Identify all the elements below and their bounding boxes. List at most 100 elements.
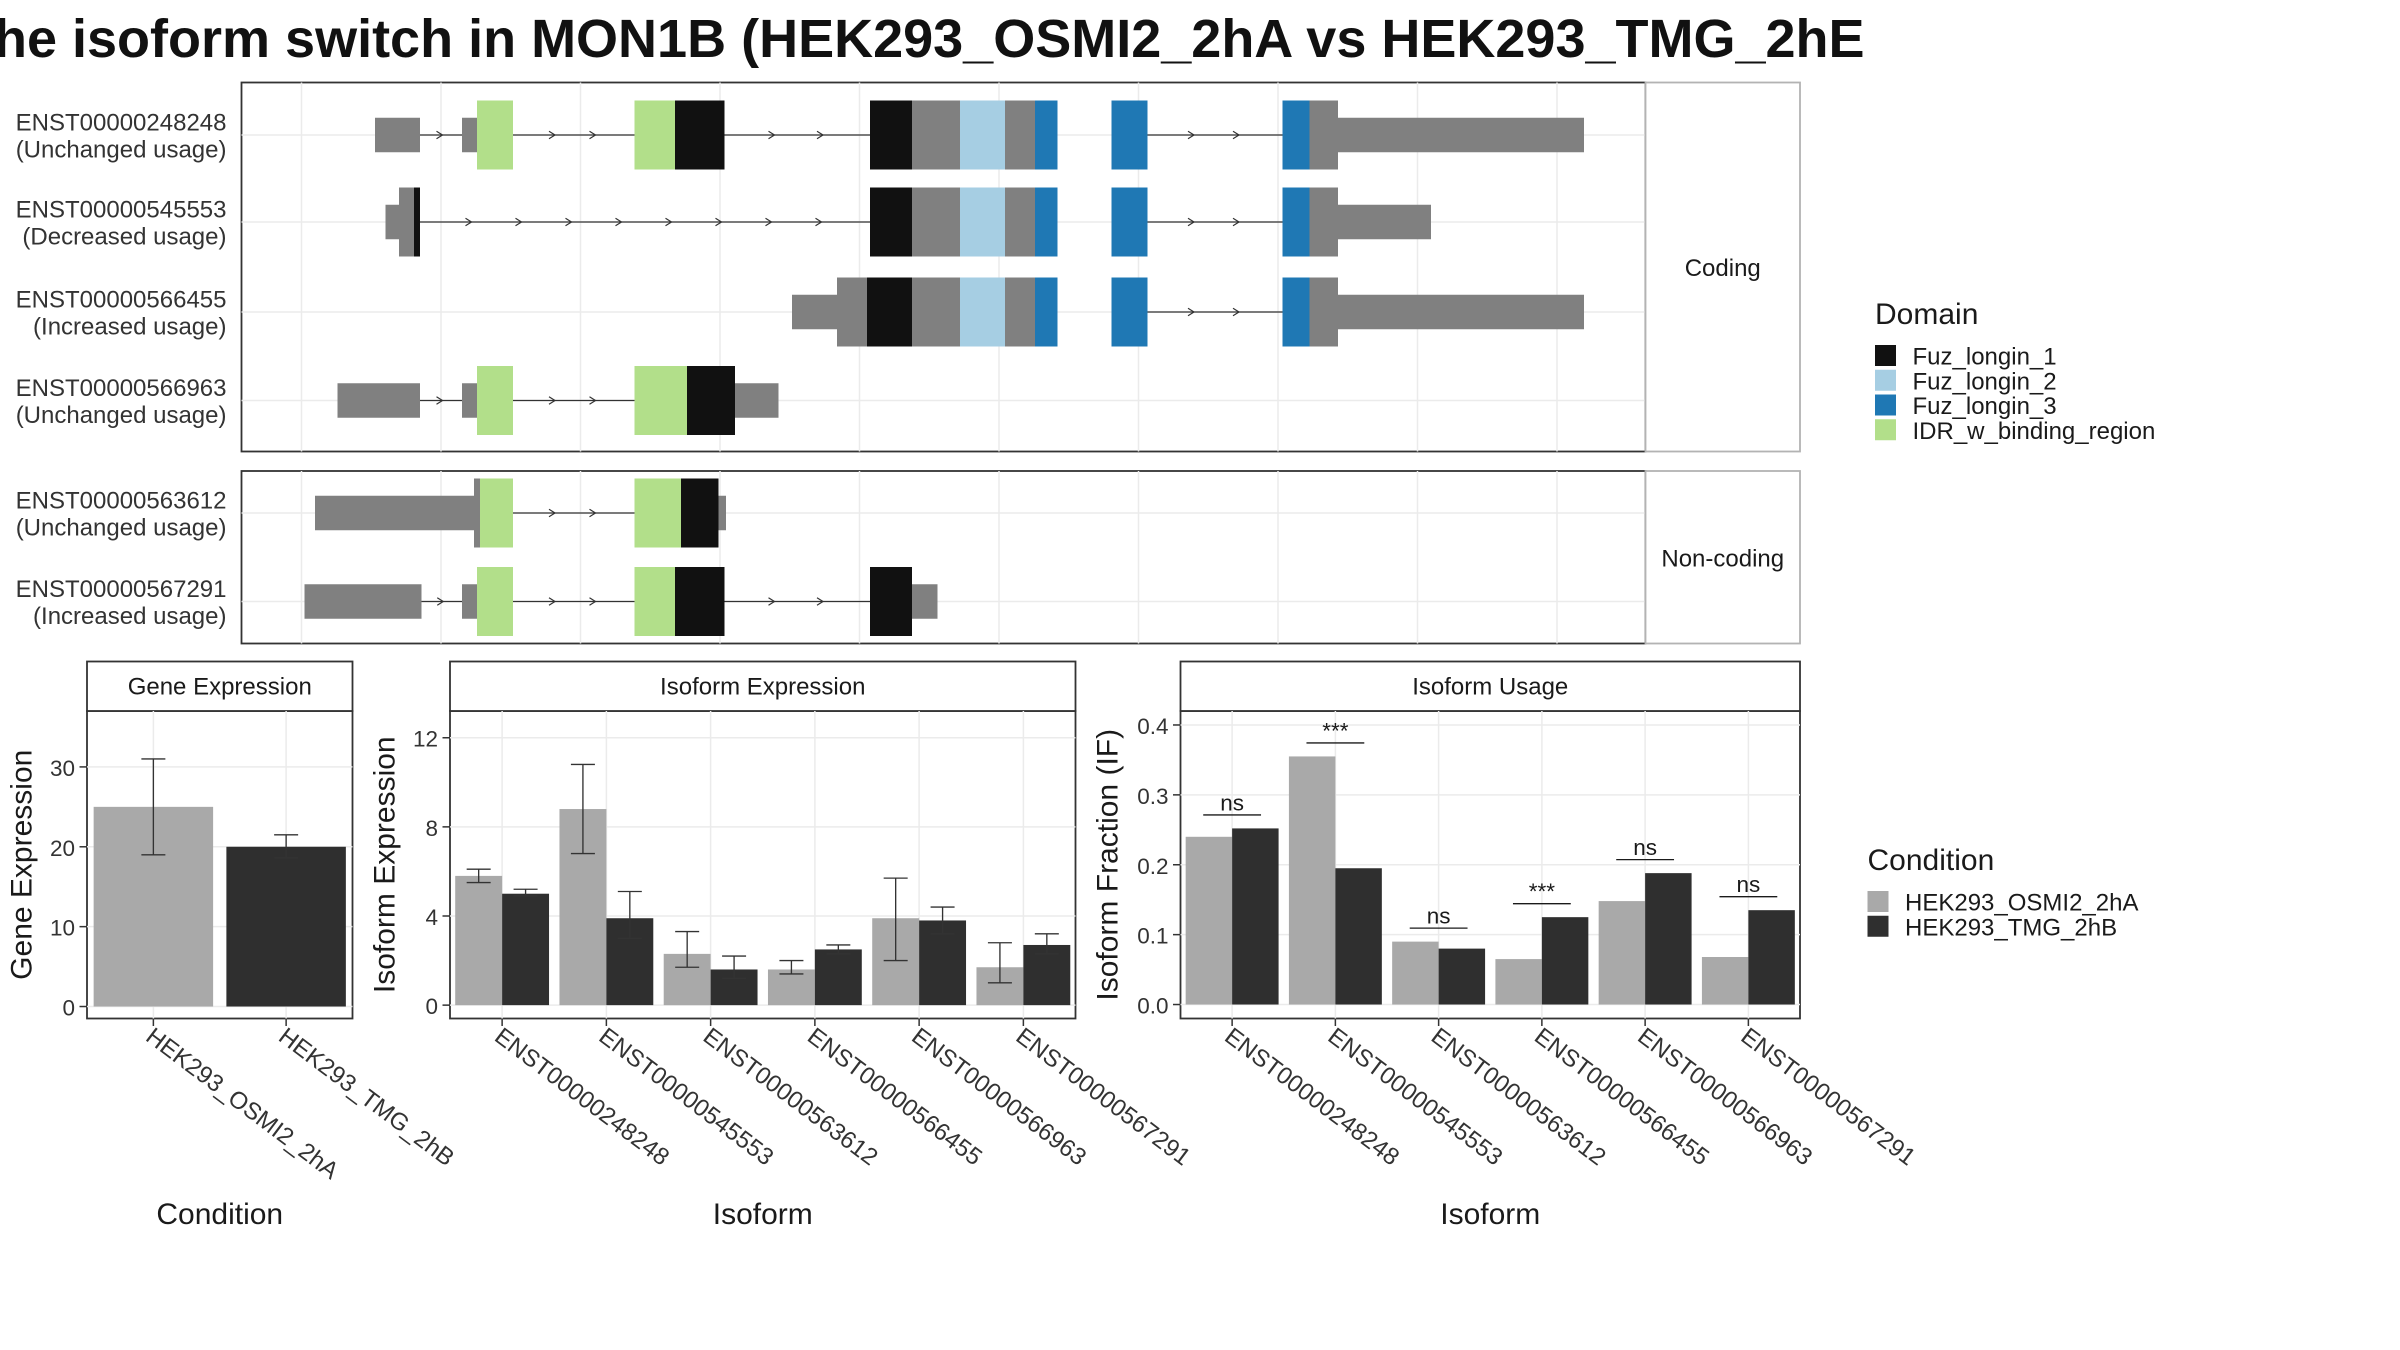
isoform-usage-x-axis-label: Isoform: [1440, 1198, 1540, 1231]
x-tick-label: ENST00000567291: [1736, 1023, 1921, 1171]
exon-cds: [1309, 187, 1338, 257]
isoform-id-label: ENST00000566455: [16, 287, 227, 314]
isoform-expression-x-axis-label: Isoform: [713, 1198, 813, 1231]
x-tick-label: ENST00000567291: [1011, 1023, 1196, 1171]
isoform-usage-y-axis-label: Isoform Fraction (IF): [1092, 729, 1125, 1001]
exon-utr: [337, 383, 420, 418]
exon-idr-w-binding-region: [477, 100, 513, 170]
exon-fuz-longin-3: [1111, 100, 1148, 170]
exon-utr: [462, 584, 477, 619]
exon-cds: [912, 100, 960, 170]
y-tick-label: 0: [425, 994, 438, 1019]
gene-expression-x-axis-label: Condition: [156, 1198, 283, 1231]
facet-strip-coding: [1644, 81, 1801, 453]
intron-arrow: [1232, 307, 1241, 317]
intron-arrow: [1232, 130, 1241, 140]
x-tick-label: ENST00000566455: [1529, 1023, 1714, 1171]
isoform-id-label: ENST00000545553: [16, 197, 227, 224]
x-tick-label: ENST00000248248: [490, 1023, 675, 1171]
exon-fuz-longin-3: [1282, 277, 1310, 347]
y-tick-label: 8: [425, 816, 438, 841]
intron-arrow: [465, 217, 473, 227]
y-tick-label: 0: [62, 996, 75, 1021]
exon-fuz-longin-3: [1035, 187, 1058, 257]
significance-label: ns: [1633, 835, 1657, 860]
isoform-id-label: ENST00000248248: [16, 110, 227, 137]
isoform-usage-bar: [1495, 959, 1542, 1005]
y-tick-label: 4: [425, 905, 438, 930]
y-tick-label: 12: [413, 727, 438, 752]
isoform-usage-bar: [1185, 836, 1233, 1005]
intron-arrow: [768, 130, 776, 140]
significance-label: ***: [1529, 879, 1556, 904]
intron-arrow: [765, 217, 773, 227]
exon-utr: [1338, 204, 1431, 240]
isoform-usage-label: (Decreased usage): [22, 224, 226, 251]
facet-label: Coding: [1685, 255, 1761, 282]
isoform-usage-bar: [1232, 828, 1279, 1005]
exon-utr: [792, 294, 837, 330]
exon-idr-w-binding-region: [480, 478, 513, 548]
isoform-usage-label: (Unchanged usage): [16, 137, 227, 164]
exon-fuz-longin-2: [960, 100, 1005, 170]
intron-arrow: [548, 597, 557, 606]
exon-fuz-longin-1: [675, 100, 725, 170]
exon-utr: [1338, 294, 1584, 330]
y-tick-label: 0.4: [1137, 714, 1168, 739]
intron-arrow: [548, 508, 557, 518]
intron-arrow: [815, 217, 823, 227]
isoform-expression-plot-area: [449, 710, 1077, 1020]
legend-label-hek293-osmi2-2ha: HEK293_OSMI2_2hA: [1905, 890, 2138, 917]
significance-label: ns: [1220, 790, 1244, 815]
intron-arrow: [715, 217, 723, 227]
intron-arrow: [1187, 217, 1196, 227]
isoform-id-label: ENST00000567291: [16, 576, 227, 603]
exon-fuz-longin-1: [414, 187, 420, 257]
isoform-usage-bar: [1701, 957, 1749, 1005]
exon-fuz-longin-3: [1111, 187, 1148, 257]
exon-idr-w-binding-region: [477, 366, 513, 435]
exon-idr-w-binding-region: [634, 478, 681, 548]
exon-utr: [735, 383, 779, 418]
facet-label: Non-coding: [1661, 545, 1784, 572]
x-tick-label: ENST00000563612: [1426, 1023, 1611, 1171]
exon-fuz-longin-1: [870, 100, 912, 170]
x-tick-label: ENST00000563612: [698, 1023, 883, 1171]
isoform-usage-bar: [1288, 756, 1336, 1005]
legend-label-hek293-tmg-2hb: HEK293_TMG_2hB: [1905, 914, 2117, 941]
isoform-id-label: ENST00000563612: [16, 488, 227, 515]
gene-expression-title: Gene Expression: [128, 674, 312, 701]
exon-fuz-longin-1: [870, 187, 912, 257]
intron-arrow: [768, 597, 776, 606]
significance-label: ns: [1736, 872, 1760, 897]
legend-key-fuz-longin-2: [1875, 369, 1896, 391]
intron-arrow: [436, 396, 444, 405]
exon-utr: [462, 117, 477, 153]
isoform-expression-bar: [1023, 944, 1071, 1006]
x-tick-label: ENST00000566455: [802, 1023, 987, 1171]
legend-key-hek293-tmg-2hb: [1867, 915, 1889, 937]
intron-arrow: [589, 396, 597, 405]
significance-label: ns: [1427, 904, 1451, 929]
exon-cds: [1005, 100, 1035, 170]
intron-arrow: [1187, 130, 1196, 140]
intron-arrow: [615, 217, 623, 227]
exon-fuz-longin-3: [1282, 100, 1310, 170]
isoform-usage-bar: [1748, 910, 1795, 1005]
plot-title: he isoform switch in MON1B (HEK293_OSMI2…: [0, 9, 1865, 69]
intron-arrow: [548, 396, 557, 405]
isoform-usage-label: (Increased usage): [33, 314, 226, 341]
isoform-expression-strip: [449, 660, 1077, 712]
exon-fuz-longin-3: [1111, 277, 1148, 347]
isoform-expression-bar: [455, 875, 503, 1006]
isoform-usage-bar: [1335, 868, 1382, 1005]
exon-fuz-longin-1: [675, 567, 725, 636]
significance-label: ***: [1322, 718, 1349, 743]
isoform-usage-bar: [1541, 917, 1589, 1005]
legend-label-fuz-longin-3: Fuz_longin_3: [1913, 393, 2057, 420]
y-tick-label: 0.1: [1137, 924, 1168, 949]
legend-key-hek293-osmi2-2ha: [1867, 891, 1889, 912]
intron-arrow: [1187, 307, 1196, 317]
isoform-usage-title: Isoform Usage: [1412, 674, 1568, 701]
